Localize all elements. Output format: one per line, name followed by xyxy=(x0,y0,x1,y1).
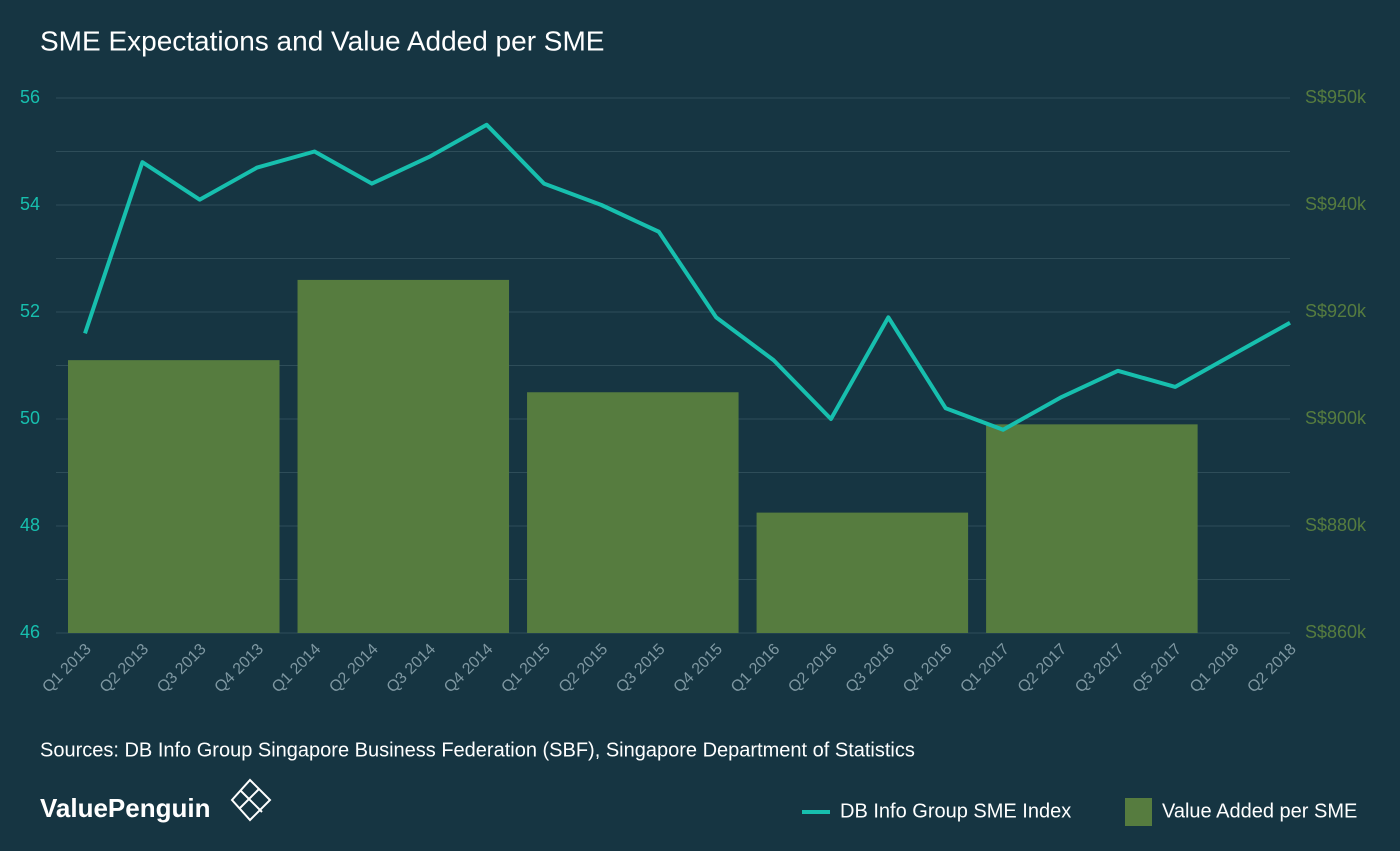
y-tick-label: 52 xyxy=(20,301,40,321)
y-tick-label: 50 xyxy=(20,408,40,428)
y2-tick-label: S$950k xyxy=(1305,87,1367,107)
bar xyxy=(756,512,969,633)
y2-tick-label: S$940k xyxy=(1305,194,1367,214)
y-tick-label: 48 xyxy=(20,515,40,535)
bar xyxy=(986,424,1198,633)
line xyxy=(83,122,1291,432)
y2-tick-label: S$880k xyxy=(1305,515,1367,535)
y-tick-label: 46 xyxy=(20,622,40,642)
legend-label: DB Info Group SME Index xyxy=(840,800,1071,822)
bar xyxy=(68,360,280,633)
bar xyxy=(527,392,739,633)
y2-tick-label: S$900k xyxy=(1305,408,1367,428)
y-tick-label: 54 xyxy=(20,194,40,214)
chart-title: SME Expectations and Value Added per SME xyxy=(40,25,604,56)
brand-icon xyxy=(230,778,272,822)
y2-tick-label: S$920k xyxy=(1305,301,1367,321)
legend-label: Value Added per SME xyxy=(1162,800,1357,822)
y2-tick-label: S$860k xyxy=(1305,622,1367,642)
source-note: Sources: DB Info Group Singapore Busines… xyxy=(40,739,915,761)
brand-logo: ValuePenguin xyxy=(40,793,211,823)
legend-swatch xyxy=(1125,798,1152,826)
y-tick-label: 56 xyxy=(20,87,40,107)
bar xyxy=(297,279,510,633)
